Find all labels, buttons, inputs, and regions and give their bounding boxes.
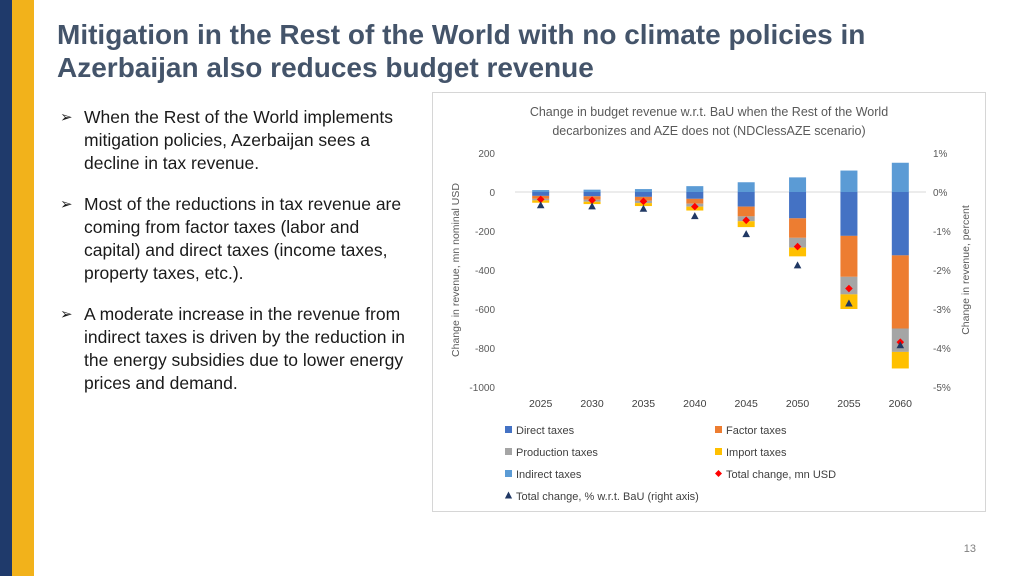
y2-tick-label: 1% (933, 149, 948, 160)
y2-tick-label: -5% (933, 383, 951, 394)
x-tick-label: 2055 (837, 398, 861, 410)
bar-segment (532, 192, 550, 196)
y2-tick-label: -3% (933, 305, 951, 316)
left-accent-band-gold (12, 0, 34, 576)
bar-segment (789, 192, 807, 219)
y2-tick-label: 0% (933, 188, 948, 199)
bar-segment (583, 192, 601, 197)
total-change-pct-marker (691, 212, 699, 220)
total-change-pct-marker (793, 261, 802, 269)
y-tick-label: -800 (475, 344, 495, 355)
y2-tick-label: -1% (933, 227, 951, 238)
y2-tick-label: -2% (933, 266, 951, 277)
y-tick-label: -200 (475, 227, 495, 238)
bar-segment (634, 192, 652, 197)
bar-segment (891, 192, 909, 256)
bar-segment (891, 255, 909, 329)
total-change-pct-marker (536, 201, 545, 209)
x-tick-label: 2050 (786, 398, 810, 410)
bullet-item: ➢ When the Rest of the World implements m… (60, 106, 410, 175)
y-tick-label: -1000 (469, 383, 495, 394)
x-tick-label: 2025 (529, 398, 553, 410)
bar-segment (532, 190, 550, 192)
bullet-item: ➢ A moderate increase in the revenue from… (60, 303, 410, 395)
total-change-pct-marker (639, 204, 648, 212)
x-tick-label: 2035 (632, 398, 656, 410)
legend-triangle-icon (504, 491, 513, 499)
legend-swatch (505, 448, 512, 455)
left-accent-band-navy (0, 0, 12, 576)
legend-swatch (715, 426, 722, 433)
bar-segment (686, 198, 704, 204)
chart-svg: Change in budget revenue w.r.t. BaU when… (450, 105, 972, 503)
y-tick-label: -600 (475, 305, 495, 316)
legend-diamond-icon (715, 470, 722, 477)
y-tick-label: 200 (478, 149, 495, 160)
chart-title-line2: decarbonizes and AZE does not (NDClessAZ… (552, 124, 865, 138)
legend-label: Import taxes (726, 447, 787, 459)
bullet-item: ➢ Most of the reductions in tax revenue a… (60, 193, 410, 285)
total-change-pct-marker (845, 299, 853, 307)
legend-label: Total change, mn USD (726, 469, 836, 481)
y-tick-label: -400 (475, 266, 495, 277)
budget-revenue-chart: Change in budget revenue w.r.t. BaU when… (432, 92, 986, 512)
bar-segment (840, 170, 858, 192)
total-change-pct-marker (742, 230, 750, 238)
bar-segment (891, 162, 909, 192)
bullet-text: Most of the reductions in tax revenue ar… (84, 194, 402, 283)
x-tick-label: 2030 (580, 398, 604, 410)
y2-axis-label: Change in revenue, percent (960, 205, 972, 335)
slide-title: Mitigation in the Rest of the World with… (57, 19, 866, 83)
legend-label: Factor taxes (726, 425, 787, 437)
bar-segment (583, 189, 601, 192)
bar-segment (686, 192, 704, 199)
total-change-pct-marker (896, 341, 905, 349)
bullet-list: ➢ When the Rest of the World implements m… (60, 106, 410, 413)
bar-segment (737, 221, 755, 228)
bullet-arrow-icon: ➢ (60, 196, 73, 213)
bar-segment (789, 177, 807, 192)
legend-label: Indirect taxes (516, 469, 582, 481)
slide-number: 13 (963, 543, 976, 555)
bar-segment (737, 206, 755, 217)
y-tick-label: 0 (489, 188, 495, 199)
bullet-text: When the Rest of the World implements mi… (84, 107, 393, 173)
bar-segment (891, 351, 909, 369)
legend-swatch (715, 448, 722, 455)
total-change-pct-marker (588, 202, 596, 210)
bar-segment (840, 235, 858, 277)
legend-label: Production taxes (516, 447, 598, 459)
bar-segment (789, 218, 807, 238)
legend-label: Direct taxes (516, 425, 575, 437)
legend-label: Total change, % w.r.t. BaU (right axis) (516, 491, 699, 503)
bullet-text: A moderate increase in the revenue from … (84, 304, 405, 393)
bullet-arrow-icon: ➢ (60, 306, 73, 323)
y-axis-label: Change in revenue, mn nominal USD (450, 183, 462, 357)
bar-segment (634, 189, 652, 192)
x-tick-label: 2040 (683, 398, 707, 410)
bar-segment (737, 182, 755, 192)
bar-segment (840, 192, 858, 236)
bar-segment (789, 247, 807, 257)
bar-segment (686, 186, 704, 192)
chart-title-line1: Change in budget revenue w.r.t. BaU when… (530, 105, 888, 119)
bar-segment (737, 192, 755, 207)
x-tick-label: 2045 (735, 398, 759, 410)
y2-tick-label: -4% (933, 344, 951, 355)
legend-swatch (505, 470, 512, 477)
x-tick-label: 2060 (889, 398, 913, 410)
bullet-arrow-icon: ➢ (60, 109, 73, 126)
legend-swatch (505, 426, 512, 433)
bar-segment (789, 237, 807, 248)
